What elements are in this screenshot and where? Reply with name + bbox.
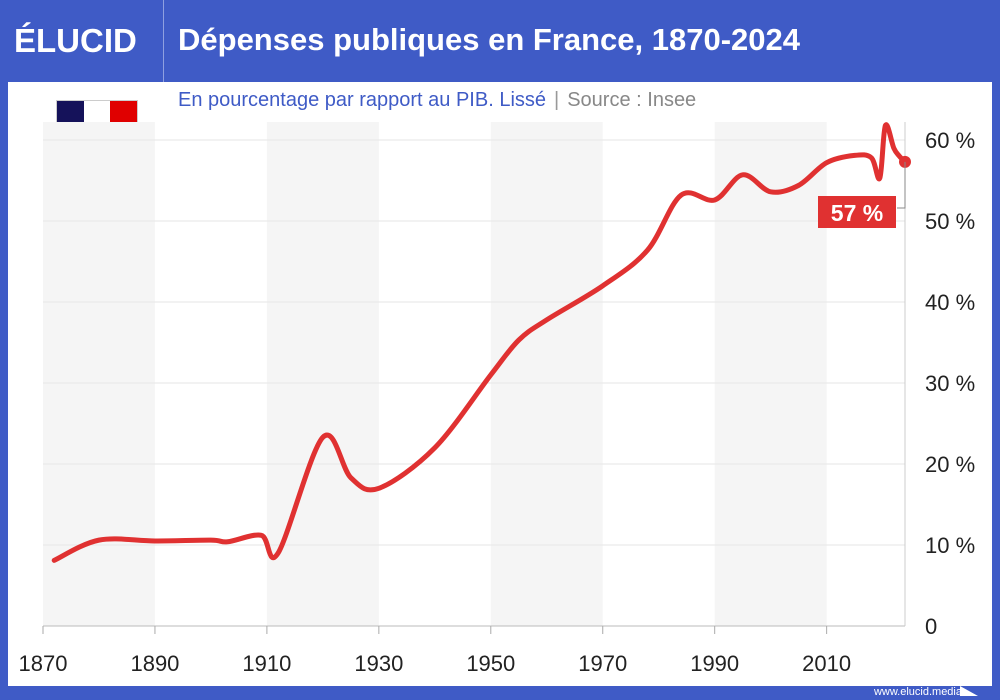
x-tick-label: 1870 — [19, 651, 68, 676]
y-tick-label: 60 % — [925, 128, 975, 153]
x-tick-label: 1910 — [242, 651, 291, 676]
x-tick-label: 1950 — [466, 651, 515, 676]
y-tick-label: 30 % — [925, 371, 975, 396]
subtitle-text: En pourcentage par rapport au PIB. Lissé — [178, 89, 547, 111]
y-tick-label: 50 % — [925, 209, 975, 234]
annotation-box — [818, 196, 896, 228]
x-tick-label: 1990 — [690, 651, 739, 676]
chart-subtitle: En pourcentage par rapport au PIB. Lissé… — [178, 89, 696, 112]
x-tick-label: 2010 — [802, 651, 851, 676]
background-band — [714, 122, 827, 626]
source-text: Source : Insee — [567, 89, 697, 111]
header-divider — [163, 0, 164, 82]
subtitle-separator: | — [554, 89, 560, 111]
header: ÉLUCID Dépenses publiques en France, 187… — [0, 0, 1000, 82]
y-tick-label: 0 — [925, 614, 937, 639]
x-tick-label: 1930 — [354, 651, 403, 676]
elucid-mark-icon — [960, 686, 978, 696]
background-band — [266, 122, 379, 626]
annotation-label: 57 % — [831, 200, 883, 226]
y-tick-label: 10 % — [925, 533, 975, 558]
data-line — [51, 122, 908, 563]
footer-url[interactable]: www.elucid.media — [873, 686, 962, 698]
x-tick-label: 1890 — [130, 651, 179, 676]
chart-title: Dépenses publiques en France, 1870-2024 — [178, 22, 800, 57]
background-band — [490, 122, 603, 626]
y-tick-label: 40 % — [925, 290, 975, 315]
x-tick-label: 1970 — [578, 651, 627, 676]
elucid-logo: ÉLUCID — [14, 22, 137, 59]
y-tick-label: 20 % — [925, 452, 975, 477]
background-band — [43, 122, 155, 626]
annotation-leader — [897, 161, 906, 209]
